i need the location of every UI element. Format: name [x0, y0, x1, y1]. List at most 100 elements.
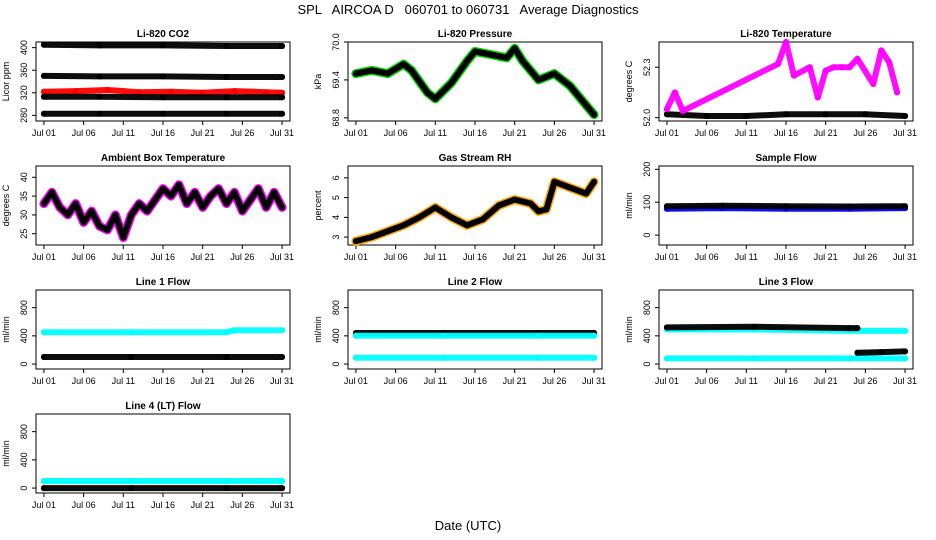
x-tick-label: Jul 01	[344, 128, 368, 138]
x-tick-label: Jul 21	[191, 128, 215, 138]
data-point	[495, 202, 502, 209]
data-point	[663, 324, 670, 331]
y-tick-label: 800	[642, 300, 652, 315]
x-tick-label: Jul 31	[893, 376, 917, 386]
x-tick-label: Jul 06	[695, 376, 719, 386]
x-tick-label: Jul 21	[191, 252, 215, 262]
data-point	[838, 64, 845, 71]
data-point	[128, 485, 135, 492]
x-tick-label: Jul 01	[344, 252, 368, 262]
data-point	[822, 67, 829, 74]
y-tick-label: 52.3	[642, 58, 652, 76]
data-point	[279, 327, 286, 334]
x-tick-label: Jul 11	[735, 376, 758, 386]
series-3-band	[40, 87, 286, 96]
x-tick-label: Jul 31	[582, 376, 606, 386]
x-tick-label: Jul 11	[112, 252, 135, 262]
data-point	[40, 72, 47, 79]
x-tick-label: Jul 21	[191, 500, 215, 510]
y-tick-label: 0	[642, 233, 652, 238]
chart-title: Li-820 CO2	[137, 29, 190, 40]
x-tick-label: Jul 06	[384, 128, 408, 138]
x-tick-label: Jul 31	[582, 252, 606, 262]
x-tick-label: Jul 01	[32, 128, 56, 138]
x-tick-label: Jul 01	[344, 376, 368, 386]
data-point	[175, 181, 182, 188]
x-tick-label: Jul 06	[72, 376, 96, 386]
data-point	[40, 200, 47, 207]
data-point	[663, 106, 670, 113]
data-point	[128, 211, 135, 218]
x-tick-label: Jul 31	[270, 500, 294, 510]
data-point	[64, 211, 71, 218]
data-point	[112, 211, 119, 218]
data-point	[743, 113, 750, 119]
y-axis-label: degrees C	[1, 184, 11, 226]
x-tick-label: Jul 11	[112, 376, 135, 386]
y-tick-label: 360	[19, 63, 29, 78]
x-tick-label: Jul 26	[230, 376, 254, 386]
x-tick-label: Jul 26	[230, 500, 254, 510]
data-point	[40, 110, 47, 117]
x-tick-label: Jul 26	[853, 252, 877, 262]
data-point	[167, 193, 174, 200]
data-point	[902, 203, 909, 210]
chart-panel-1: Li-820 CO2 Licor ppm 280 320 360 400 Jul 01 Jul…	[1, 29, 294, 138]
data-point	[487, 51, 494, 58]
data-point	[199, 89, 206, 96]
x-tick-label: Jul 26	[542, 252, 566, 262]
x-tick-label: Jul 11	[112, 500, 135, 510]
data-point	[207, 193, 214, 200]
chart-title: Line 2 Flow	[448, 277, 503, 288]
chart-panel-6: Sample Flow ml/min 0 100 200 Jul 01 Jul 06 Jul …	[624, 153, 917, 262]
x-tick-label: Jul 26	[853, 376, 877, 386]
chart-panel-7: Line 1 Flow ml/min 0 400 800 Jul 01 Jul 06 Jul …	[1, 277, 294, 386]
data-point	[223, 43, 230, 49]
data-point	[40, 88, 47, 95]
data-point	[535, 208, 542, 215]
data-point	[136, 200, 143, 207]
x-tick-label: Jul 26	[853, 128, 877, 138]
x-tick-label: Jul 11	[424, 128, 447, 138]
y-axis-label: kPa	[313, 74, 323, 90]
data-point	[854, 325, 861, 332]
data-point	[679, 107, 686, 114]
data-point	[663, 111, 670, 118]
data-point	[671, 89, 678, 96]
chart-panel-8: Line 2 Flow ml/min 0 400 800 Jul 01 Jul 06 Jul …	[313, 277, 606, 386]
data-point	[902, 327, 909, 334]
x-tick-label: Jul 01	[32, 376, 56, 386]
data-point	[511, 196, 518, 203]
data-point	[846, 355, 853, 362]
x-tick-label: Jul 16	[774, 252, 798, 262]
x-tick-label: Jul 21	[814, 252, 838, 262]
y-tick-label: 6	[331, 175, 341, 180]
data-point	[440, 354, 447, 361]
y-axis-label: ml/min	[1, 440, 11, 467]
data-point	[783, 39, 789, 45]
data-point	[751, 323, 758, 330]
data-point	[191, 189, 198, 196]
x-tick-label: Jul 16	[151, 252, 175, 262]
y-axis-label: degrees C	[624, 60, 634, 102]
y-tick-label: 200	[642, 162, 652, 177]
data-point	[535, 354, 542, 361]
x-tick-label: Jul 06	[72, 128, 96, 138]
x-tick-label: Jul 26	[542, 376, 566, 386]
y-tick-label: 800	[19, 424, 29, 439]
data-point	[886, 59, 893, 66]
data-point	[231, 88, 238, 95]
data-point	[591, 332, 598, 339]
data-point	[167, 88, 174, 95]
data-point	[223, 354, 230, 360]
x-tick-label: Jul 16	[774, 128, 798, 138]
y-axis-label: ml/min	[1, 316, 11, 343]
data-point	[902, 355, 909, 362]
data-point	[279, 204, 286, 211]
data-point	[223, 94, 230, 101]
data-point	[160, 94, 166, 101]
data-point	[231, 327, 238, 334]
data-point	[535, 76, 542, 83]
data-point	[663, 355, 670, 362]
data-point	[400, 61, 407, 68]
